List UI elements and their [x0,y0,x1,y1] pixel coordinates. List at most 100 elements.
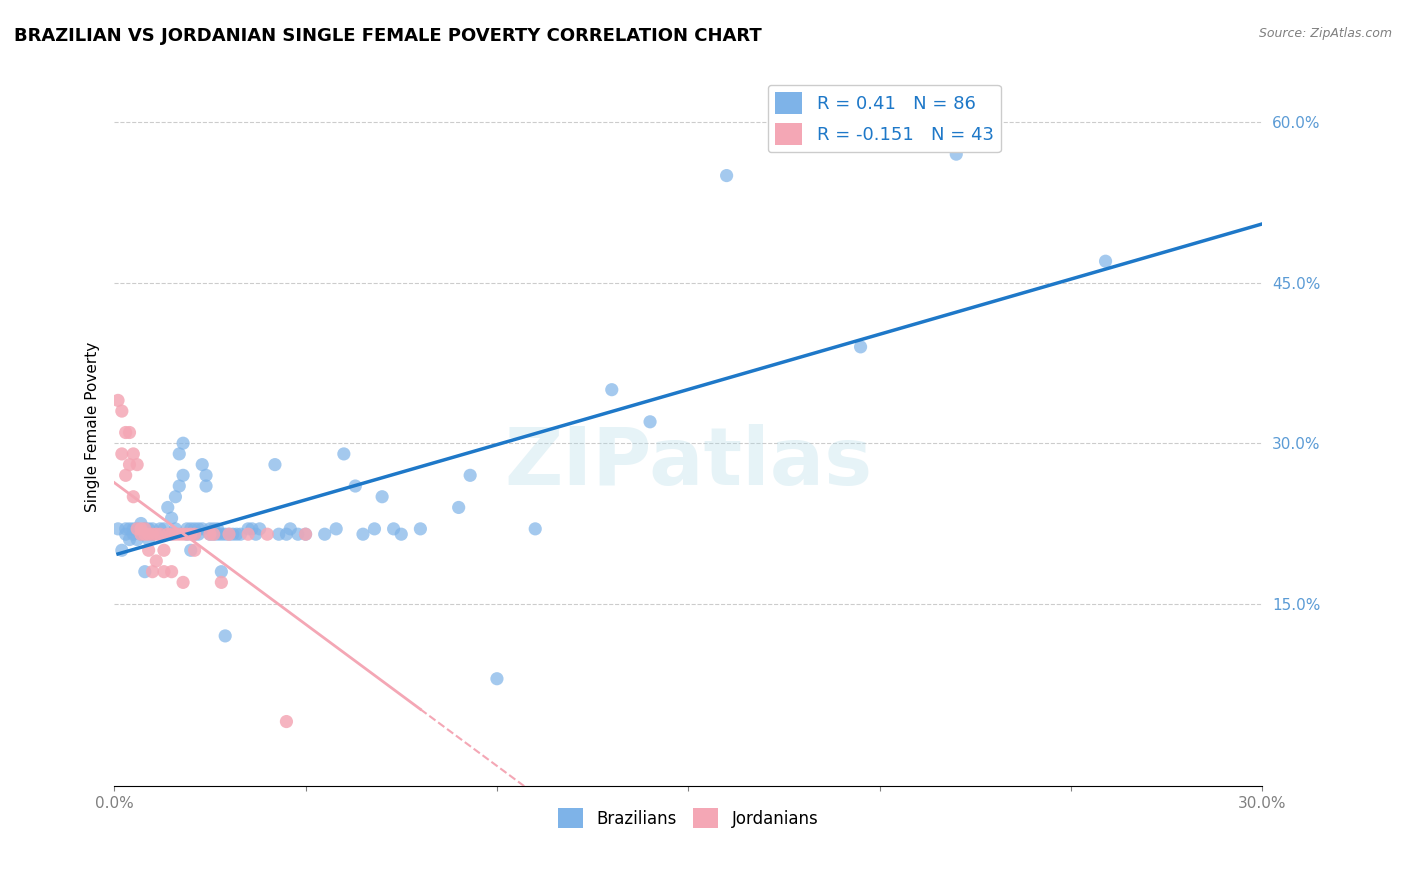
Point [138,527,160,541]
Point [134,565,156,579]
Point [191,522,214,536]
Point [600,383,623,397]
Text: ZIPatlas: ZIPatlas [505,424,873,502]
Point [236,522,259,536]
Point [138,543,160,558]
Point [209,527,232,541]
Point [191,458,214,472]
Point [118,522,141,536]
Point [129,527,152,541]
Point [183,543,205,558]
Point [333,447,356,461]
Point [141,527,163,541]
Point [127,522,149,536]
Point [172,468,194,483]
Point [149,522,172,536]
Point [111,404,134,418]
Point [107,393,129,408]
Point [198,522,221,536]
Point [172,575,194,590]
Point [409,522,432,536]
Point [134,522,156,536]
Point [236,527,259,541]
Point [122,522,145,536]
Point [249,522,271,536]
Point [1094,254,1116,268]
Point [129,527,152,541]
Point [458,468,481,483]
Point [180,527,202,541]
Point [134,522,156,536]
Point [187,527,209,541]
Point [118,425,141,440]
Point [127,458,149,472]
Point [849,340,872,354]
Point [187,522,209,536]
Point [245,527,267,541]
Point [114,425,136,440]
Point [111,543,134,558]
Point [165,527,187,541]
Point [276,714,298,729]
Point [127,533,149,547]
Text: BRAZILIAN VS JORDANIAN SINGLE FEMALE POVERTY CORRELATION CHART: BRAZILIAN VS JORDANIAN SINGLE FEMALE POV… [14,27,762,45]
Point [172,436,194,450]
Point [229,527,252,541]
Point [183,527,205,541]
Point [176,522,198,536]
Point [156,500,179,515]
Point [149,527,172,541]
Point [214,527,236,541]
Point [314,527,336,541]
Point [160,527,183,541]
Point [167,447,190,461]
Point [167,527,190,541]
Point [202,527,225,541]
Point [198,527,221,541]
Point [294,527,316,541]
Point [207,527,229,541]
Point [524,522,547,536]
Point [167,479,190,493]
Point [945,147,967,161]
Point [129,522,152,536]
Point [352,527,374,541]
Point [716,169,738,183]
Point [218,527,240,541]
Point [141,527,163,541]
Point [160,527,183,541]
Point [138,533,160,547]
Point [127,522,149,536]
Point [225,527,247,541]
Point [118,533,141,547]
Point [202,522,225,536]
Text: Source: ZipAtlas.com: Source: ZipAtlas.com [1258,27,1392,40]
Point [195,468,218,483]
Point [638,415,661,429]
Point [176,527,198,541]
Point [485,672,508,686]
Point [363,522,385,536]
Point [153,565,176,579]
Point [149,527,172,541]
Point [145,554,167,568]
Point [160,565,183,579]
Point [267,527,290,541]
Legend: Brazilians, Jordanians: Brazilians, Jordanians [551,801,825,835]
Point [180,543,202,558]
Point [202,527,225,541]
Point [183,522,205,536]
Point [209,575,232,590]
Point [278,522,301,536]
Point [153,522,176,536]
Point [294,527,316,541]
Point [276,527,298,541]
Point [382,522,405,536]
Point [156,527,179,541]
Point [287,527,309,541]
Point [240,522,263,536]
Point [114,527,136,541]
Point [141,565,163,579]
Point [114,468,136,483]
Y-axis label: Single Female Poverty: Single Female Poverty [86,342,100,512]
